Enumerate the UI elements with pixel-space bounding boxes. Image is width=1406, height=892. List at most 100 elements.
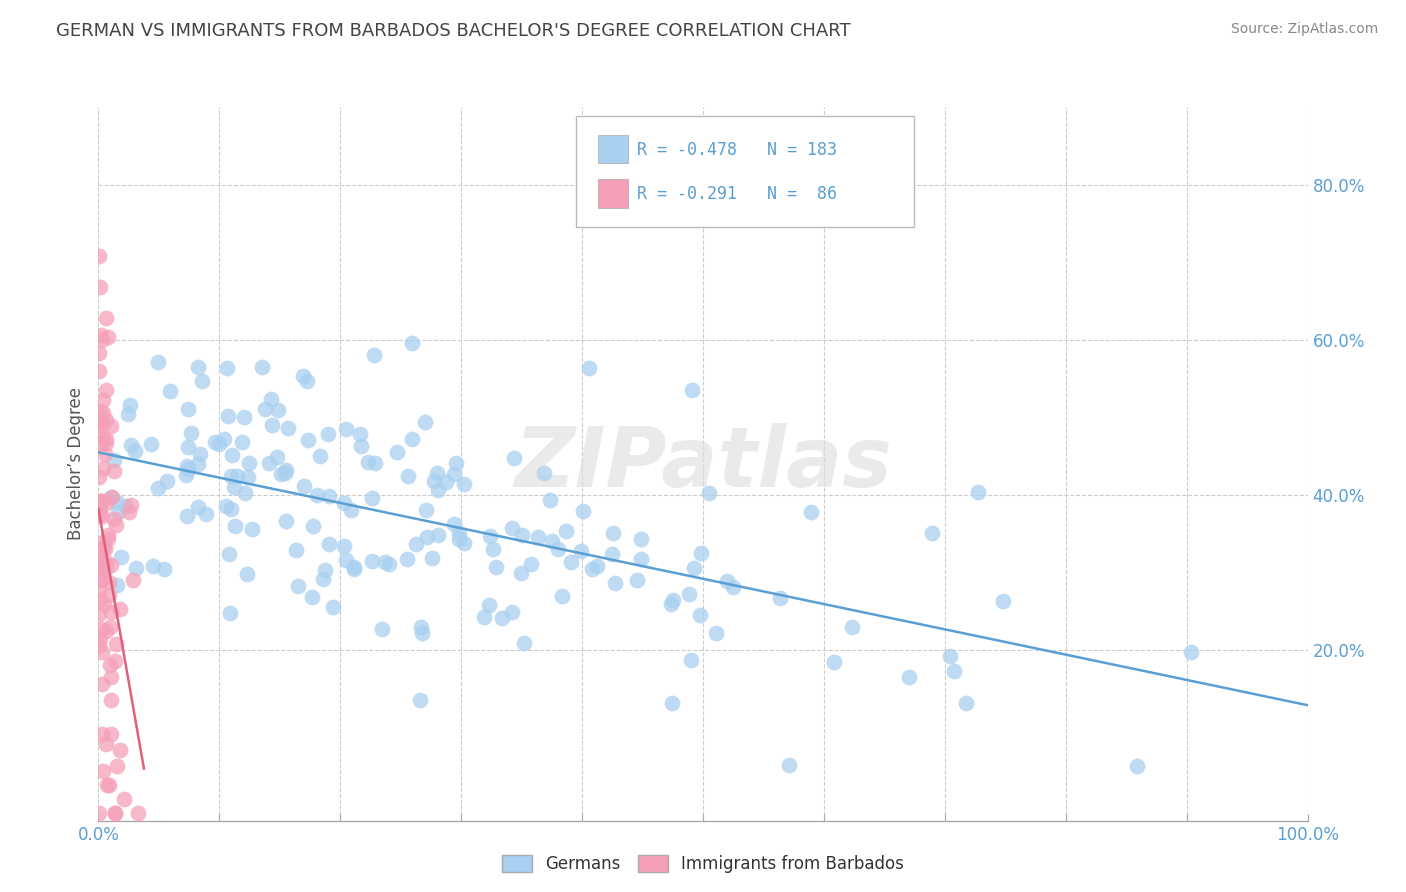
Point bbox=[89, 560, 111, 574]
Point bbox=[491, 611, 513, 625]
Point bbox=[224, 518, 246, 533]
Point bbox=[87, 493, 110, 508]
Point bbox=[89, 547, 111, 561]
Point bbox=[502, 451, 524, 466]
Point bbox=[89, 412, 111, 426]
Point bbox=[314, 563, 336, 577]
Point bbox=[569, 544, 592, 558]
Point bbox=[659, 597, 682, 611]
Text: R = -0.291   N =  86: R = -0.291 N = 86 bbox=[637, 186, 837, 203]
Point bbox=[93, 540, 115, 554]
Point bbox=[343, 560, 366, 574]
Point bbox=[112, 792, 135, 806]
Point bbox=[96, 496, 118, 510]
Point bbox=[89, 249, 111, 263]
Point bbox=[662, 593, 685, 607]
Point bbox=[176, 459, 198, 474]
Point bbox=[187, 500, 209, 515]
Point bbox=[602, 526, 624, 541]
Point bbox=[187, 359, 209, 374]
Point bbox=[89, 632, 111, 646]
Point bbox=[89, 593, 111, 607]
Point bbox=[292, 479, 315, 493]
Point bbox=[538, 492, 561, 507]
Point bbox=[472, 610, 495, 624]
Point bbox=[120, 438, 142, 452]
Point bbox=[427, 483, 450, 498]
Point bbox=[423, 475, 446, 489]
Point bbox=[94, 435, 117, 450]
Point bbox=[898, 670, 921, 684]
Point bbox=[91, 432, 114, 446]
Point bbox=[661, 696, 683, 710]
Point bbox=[93, 597, 115, 611]
Point bbox=[276, 514, 298, 528]
Point bbox=[94, 561, 117, 575]
Point bbox=[121, 573, 143, 587]
Point bbox=[91, 727, 114, 741]
Point bbox=[716, 574, 738, 588]
Point bbox=[217, 409, 239, 423]
Point bbox=[605, 576, 627, 591]
Point bbox=[841, 620, 863, 634]
Point bbox=[90, 677, 112, 691]
Point bbox=[295, 374, 318, 388]
Point bbox=[426, 466, 449, 480]
Point bbox=[110, 743, 132, 757]
Point bbox=[335, 553, 357, 567]
Point bbox=[318, 490, 340, 504]
Point bbox=[478, 598, 501, 612]
Point bbox=[225, 469, 247, 483]
Point bbox=[236, 566, 259, 581]
Point bbox=[94, 311, 117, 326]
Point bbox=[678, 587, 700, 601]
Point bbox=[195, 507, 218, 521]
Point bbox=[215, 360, 238, 375]
Point bbox=[100, 658, 122, 673]
Point bbox=[626, 573, 648, 587]
Point bbox=[104, 805, 127, 820]
Point bbox=[554, 524, 576, 538]
Point bbox=[97, 588, 120, 602]
Point bbox=[105, 578, 128, 592]
Point bbox=[443, 516, 465, 531]
Point bbox=[240, 522, 263, 536]
Point bbox=[115, 499, 138, 513]
Point bbox=[697, 486, 720, 500]
Point bbox=[991, 594, 1014, 608]
Point bbox=[100, 558, 122, 573]
Point bbox=[153, 562, 176, 576]
Point bbox=[250, 360, 273, 375]
Point bbox=[100, 418, 122, 433]
Point bbox=[94, 624, 117, 639]
Point bbox=[208, 437, 231, 451]
Point bbox=[90, 419, 112, 434]
Point bbox=[117, 407, 139, 421]
Point bbox=[89, 552, 111, 566]
Point bbox=[955, 696, 977, 710]
Point bbox=[101, 490, 124, 504]
Point bbox=[89, 436, 111, 450]
Point bbox=[110, 549, 132, 564]
Point bbox=[436, 475, 458, 489]
Point bbox=[297, 433, 319, 447]
Point bbox=[586, 558, 609, 573]
Point bbox=[578, 361, 600, 376]
Point bbox=[501, 605, 523, 619]
Point bbox=[512, 527, 534, 541]
Point bbox=[778, 757, 800, 772]
Point bbox=[683, 561, 706, 575]
Point bbox=[526, 530, 548, 544]
Point bbox=[215, 499, 238, 513]
Point bbox=[177, 440, 200, 454]
Point bbox=[174, 467, 197, 482]
Point bbox=[231, 435, 253, 450]
Point bbox=[91, 461, 114, 475]
Point bbox=[90, 333, 112, 347]
Point bbox=[89, 582, 111, 597]
Point bbox=[90, 417, 112, 431]
Point bbox=[339, 502, 361, 516]
Text: GERMAN VS IMMIGRANTS FROM BARBADOS BACHELOR'S DEGREE CORRELATION CHART: GERMAN VS IMMIGRANTS FROM BARBADOS BACHE… bbox=[56, 22, 851, 40]
Point bbox=[221, 448, 243, 462]
Point bbox=[512, 636, 534, 650]
